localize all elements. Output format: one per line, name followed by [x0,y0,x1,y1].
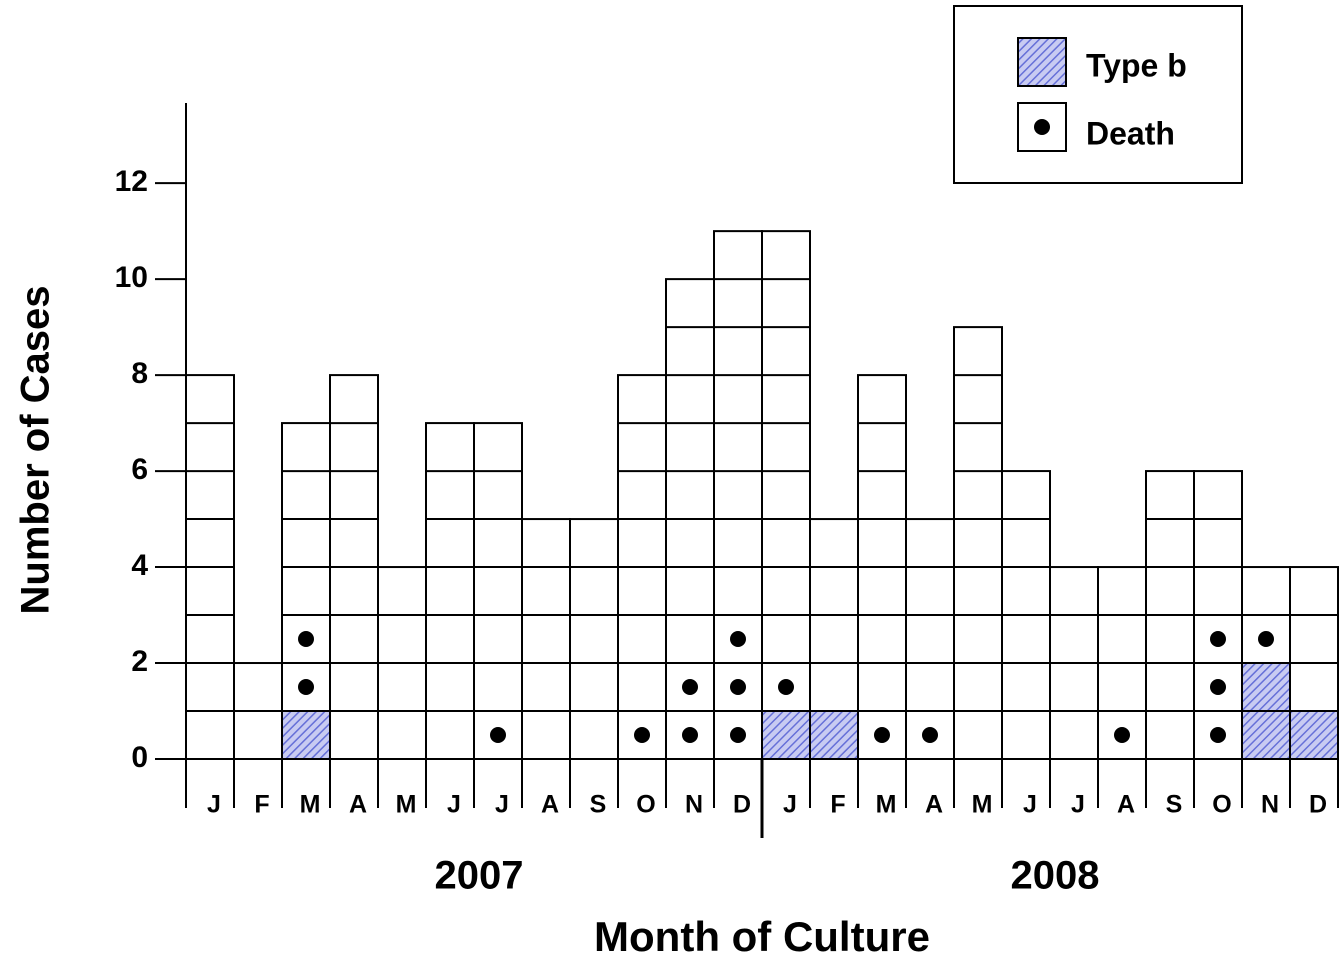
case-bar [953,326,1003,760]
x-tick-label: M [396,791,417,819]
death-dot [634,727,650,744]
death-dot [922,727,938,744]
death-dot [682,727,698,744]
y-tick-label: 0 [131,741,148,774]
x-tick-label: A [925,791,943,819]
x-tick-label: O [636,791,655,819]
year-label: 2008 [1011,854,1100,898]
legend-swatch [1017,37,1067,87]
case-bar [569,518,619,761]
x-tick-label: M [300,791,321,819]
death-dot [298,631,314,648]
x-tick-label: J [495,791,509,819]
type-b-cells [282,711,330,759]
y-axis-title: Number of Cases [14,286,58,615]
legend-label: Death [1086,115,1175,151]
x-tick-label: J [1071,791,1085,819]
death-dot [730,679,746,696]
x-tick-label: A [541,791,559,819]
x-tick-label: A [1117,791,1135,819]
x-tick-label: N [685,791,703,819]
y-tick-label: 12 [115,165,148,198]
x-tick-label: J [1023,791,1037,819]
x-tick-label: S [590,791,607,819]
x-tick-label: J [783,791,797,819]
legend-dot [1034,119,1050,135]
legend-label: Type b [1086,47,1187,83]
x-tick-label: S [1166,791,1183,819]
death-dot [1114,727,1130,744]
y-tick-label: 2 [131,645,148,678]
death-dot [682,679,698,696]
x-axis-title: Month of Culture [594,913,930,960]
legend-box [953,5,1243,184]
death-dot [730,631,746,648]
type-b-cells [810,711,858,759]
case-bar [473,422,523,760]
y-tick-label: 8 [131,357,148,390]
x-tick-label: D [1309,791,1327,819]
y-tick-label: 4 [131,549,148,582]
x-tick-label: F [254,791,269,819]
x-tick-label: D [733,791,751,819]
x-tick-label: J [447,791,461,819]
death-dot [1210,631,1226,648]
y-tick-label: 10 [115,261,148,294]
death-dot [1210,679,1226,696]
death-dot [298,679,314,696]
case-bar [425,422,475,760]
case-bar [521,518,571,761]
type-b-cells [1290,711,1338,759]
x-tick-label: J [207,791,221,819]
x-tick-label: N [1261,791,1279,819]
death-dot [874,727,890,744]
year-label: 2007 [435,854,524,898]
death-dot [490,727,506,744]
type-b-cells [762,711,810,759]
y-tick-label: 6 [131,453,148,486]
x-tick-label: M [876,791,897,819]
case-bar [281,422,331,760]
death-dot [778,679,794,696]
x-tick-label: A [349,791,367,819]
death-dot [730,727,746,744]
death-dot [1210,727,1226,744]
case-bar [905,518,955,761]
death-dot [1258,631,1274,648]
x-tick-label: F [830,791,845,819]
x-tick-label: M [972,791,993,819]
x-tick-label: O [1212,791,1231,819]
